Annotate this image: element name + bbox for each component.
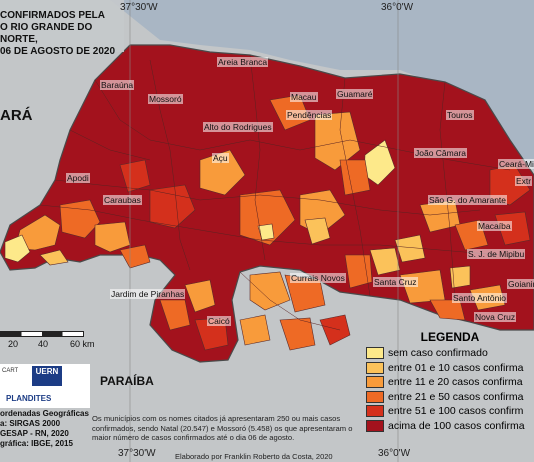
plandites-logo: PLANDITES: [6, 394, 52, 403]
logo-small: CART: [2, 368, 19, 374]
city-label: Touros: [446, 110, 474, 120]
legend-item: entre 21 e 50 casos confirma: [366, 390, 534, 405]
scale-label: 20: [8, 339, 19, 349]
city-label: Nova Cruz: [474, 312, 517, 322]
city-label: João Câmara: [414, 148, 468, 158]
map-info: ordenadas Geográficas a: SIRGAS 2000 GES…: [0, 409, 89, 449]
city-label: S. J. de Mipibu: [467, 249, 526, 259]
scale-label: 40: [38, 339, 49, 349]
city-label: Areia Branca: [217, 57, 269, 67]
title-backdrop: [0, 0, 124, 52]
legend-label: acima de 100 casos confirma: [388, 419, 525, 432]
neighbor-state-west: ARÁ: [0, 107, 33, 124]
title-line-2: O RIO GRANDE DO NORTE,: [0, 22, 93, 45]
grid-label-bottom-right: 36°0'W: [378, 448, 411, 459]
legend-item: acima de 100 casos confirma: [366, 419, 534, 434]
grid-label-bottom-left: 37°30'W: [118, 448, 156, 459]
info-line: a: SIRGAS 2000: [0, 419, 61, 428]
city-label: Goianinh: [507, 279, 534, 289]
title-line-1: CONFIRMADOS PELA: [0, 10, 105, 21]
city-label: Apodi: [66, 173, 90, 183]
map-credit: Elaborado por Franklin Roberto da Costa,…: [175, 452, 333, 461]
city-label: Açu: [212, 153, 229, 163]
legend-item: sem caso confirmado: [366, 346, 534, 361]
grid-label-top-right: 36°0'W: [381, 2, 414, 13]
scale-label: 60 km: [70, 339, 95, 349]
city-label: Ceará-Mir: [498, 159, 534, 169]
city-label: Extr: [515, 176, 533, 186]
legend-title: LEGENDA: [420, 330, 480, 344]
city-label: Mossoró: [148, 94, 183, 104]
info-line: GESAP - RN, 2020: [0, 429, 69, 438]
uern-logo: UERN: [32, 366, 62, 386]
info-line: ordenadas Geográficas: [0, 409, 89, 418]
map-note: Os municípios com os nomes citados já ap…: [92, 414, 353, 443]
city-label: Pendências: [286, 110, 333, 120]
legend-item: entre 11 e 20 casos confirma: [366, 375, 534, 390]
city-label: Caraubas: [103, 195, 142, 205]
legend-item: entre 51 e 100 casos confirm: [366, 404, 534, 419]
legend-swatch: [366, 347, 384, 360]
city-label: São G. do Amarante: [428, 195, 508, 205]
legend-swatch: [366, 361, 384, 374]
legend-label: entre 01 e 10 casos confirma: [388, 361, 524, 374]
city-label: Baraúna: [100, 80, 135, 90]
title-line-3: 06 DE AGOSTO DE 2020: [0, 46, 116, 57]
city-label: Caicó: [207, 316, 231, 326]
scale-bar-graphic: [0, 331, 84, 337]
city-label: Jardim de Piranhas: [110, 289, 186, 299]
legend-swatch: [366, 376, 384, 389]
legend-label: entre 11 e 20 casos confirma: [388, 376, 523, 389]
legend-swatch: [366, 419, 384, 432]
logos-panel: CART UERN PLANDITES: [0, 364, 90, 408]
info-line: gráfica: IBGE, 2015: [0, 439, 73, 448]
legend-item: entre 01 e 10 casos confirma: [366, 361, 534, 376]
legend-label: sem caso confirmado: [388, 347, 488, 360]
legend-swatch: [366, 405, 384, 418]
city-label: Santa Cruz: [373, 277, 418, 287]
municipality-borders: [39, 54, 511, 331]
grid-label-top-left: 37°30'W: [120, 2, 158, 13]
neighbor-state-south: PARAÍBA: [100, 374, 154, 388]
municipality-patches: [4, 94, 531, 351]
map-title: CONFIRMADOS PELA O RIO GRANDE DO NORTE, …: [0, 10, 120, 58]
city-label: Alto do Rodrigues: [203, 122, 273, 132]
legend-label: entre 21 e 50 casos confirma: [388, 390, 524, 403]
city-label: Guamaré: [336, 89, 374, 99]
city-label: Santo Antônio: [452, 293, 507, 303]
city-label: Macaíba: [477, 221, 512, 231]
bottom-strip: [420, 446, 534, 462]
city-label: Macau: [290, 92, 318, 102]
legend-label: entre 51 e 100 casos confirm: [388, 405, 524, 418]
sea: [60, 0, 534, 170]
legend-swatch: [366, 390, 384, 403]
city-label: Currais Novos: [290, 273, 346, 283]
legend: LEGENDA sem caso confirmado entre 01 e 1…: [366, 330, 534, 433]
